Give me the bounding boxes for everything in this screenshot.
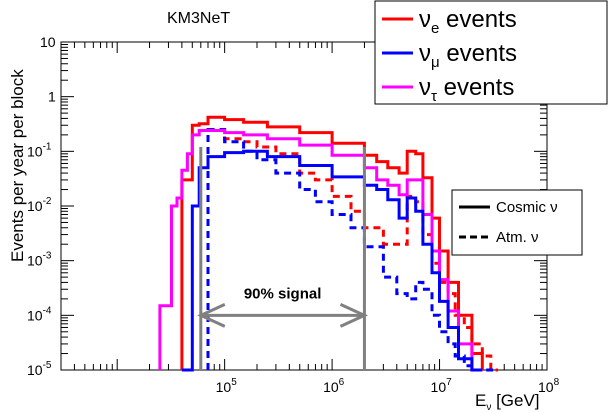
series-line bbox=[206, 128, 498, 372]
legend-type: Cosmic ν Atm. ν bbox=[451, 189, 583, 256]
legend-flavour-label: νμ events bbox=[419, 40, 517, 71]
annotation-arrow-right-head bbox=[339, 302, 369, 328]
y-tick-label: 10-2 bbox=[27, 196, 52, 214]
annotation-label: 90% signal bbox=[244, 285, 322, 302]
y-tick-label: 10-4 bbox=[27, 305, 52, 323]
y-tick-label-base: 10 bbox=[27, 253, 43, 269]
legend-flavour-box bbox=[374, 0, 608, 105]
series-line bbox=[181, 149, 483, 372]
legend-type-box bbox=[451, 189, 583, 256]
x-tick-label-base: 10 bbox=[216, 379, 232, 395]
y-tick-label: 10 bbox=[40, 34, 56, 50]
legend-flavour-sub: μ bbox=[431, 54, 440, 71]
chart-title: KM3NeT bbox=[167, 10, 230, 27]
x-axis-title-unit: [GeV] bbox=[491, 391, 539, 410]
y-tick-label-base: 10 bbox=[27, 143, 43, 159]
x-axis-title: Eν [GeV] bbox=[475, 391, 540, 413]
legend-type-label: Cosmic ν bbox=[496, 199, 558, 216]
y-tick-label-exp: -3 bbox=[43, 251, 52, 262]
y-tick-label-exp: -5 bbox=[43, 360, 52, 371]
legend-flavour-label: νe events bbox=[419, 6, 517, 37]
y-tick-label: 10-3 bbox=[27, 251, 52, 269]
legend-flavour-label: ντ events bbox=[419, 74, 514, 105]
y-tick-label: 10-1 bbox=[27, 141, 52, 159]
x-tick-label-base: 10 bbox=[431, 379, 447, 395]
x-tick-label-exp: 5 bbox=[231, 377, 237, 388]
y-tick-label-base: 10 bbox=[27, 198, 43, 214]
x-tick-label: 108 bbox=[538, 377, 560, 395]
legend-flavour-sub: τ bbox=[431, 88, 437, 105]
legend-flavour-text: events bbox=[437, 74, 514, 101]
x-tick-label-exp: 8 bbox=[554, 377, 560, 388]
y-tick-label-base: 10 bbox=[27, 307, 43, 323]
series-line bbox=[206, 128, 498, 372]
legend-flavour-nu: ν bbox=[419, 74, 431, 101]
x-tick-label: 105 bbox=[216, 377, 238, 395]
series-layer bbox=[158, 115, 498, 372]
y-tick-label-base: 10 bbox=[40, 34, 56, 50]
x-tick-label-base: 10 bbox=[323, 379, 339, 395]
x-tick-label: 106 bbox=[323, 377, 345, 395]
y-tick-label: 10-5 bbox=[27, 360, 52, 378]
series-line bbox=[158, 129, 483, 372]
legend-flavour-nu: ν bbox=[419, 6, 431, 33]
y-tick-label: 1 bbox=[48, 89, 56, 105]
y-tick-label-exp: -2 bbox=[43, 196, 52, 207]
annotation-layer: 90% signal bbox=[197, 285, 369, 328]
legend-flavour-nu: ν bbox=[419, 40, 431, 67]
legend-type-label: Atm. ν bbox=[496, 229, 539, 246]
legend-flavour-text: events bbox=[439, 6, 516, 33]
x-tick-label: 107 bbox=[431, 377, 453, 395]
signal-bounds-layer bbox=[199, 147, 366, 370]
annotation-arrow-left-head bbox=[197, 302, 226, 328]
y-tick-label-exp: -1 bbox=[43, 141, 52, 152]
y-tick-label-exp: -4 bbox=[43, 305, 52, 316]
y-axis-title: Events per year per block bbox=[8, 69, 27, 262]
series-line bbox=[180, 115, 484, 370]
y-tick-label-base: 10 bbox=[27, 362, 43, 378]
legend-flavour-text: events bbox=[440, 40, 517, 67]
x-axis-title-sub: ν bbox=[486, 402, 491, 413]
x-tick-label-exp: 7 bbox=[446, 377, 452, 388]
legend-flavour-sub: e bbox=[431, 20, 439, 37]
x-tick-label-exp: 6 bbox=[339, 377, 345, 388]
x-tick-label-base: 10 bbox=[538, 379, 554, 395]
x-axis-title-base: E bbox=[475, 391, 486, 410]
y-tick-label-base: 1 bbox=[48, 89, 56, 105]
